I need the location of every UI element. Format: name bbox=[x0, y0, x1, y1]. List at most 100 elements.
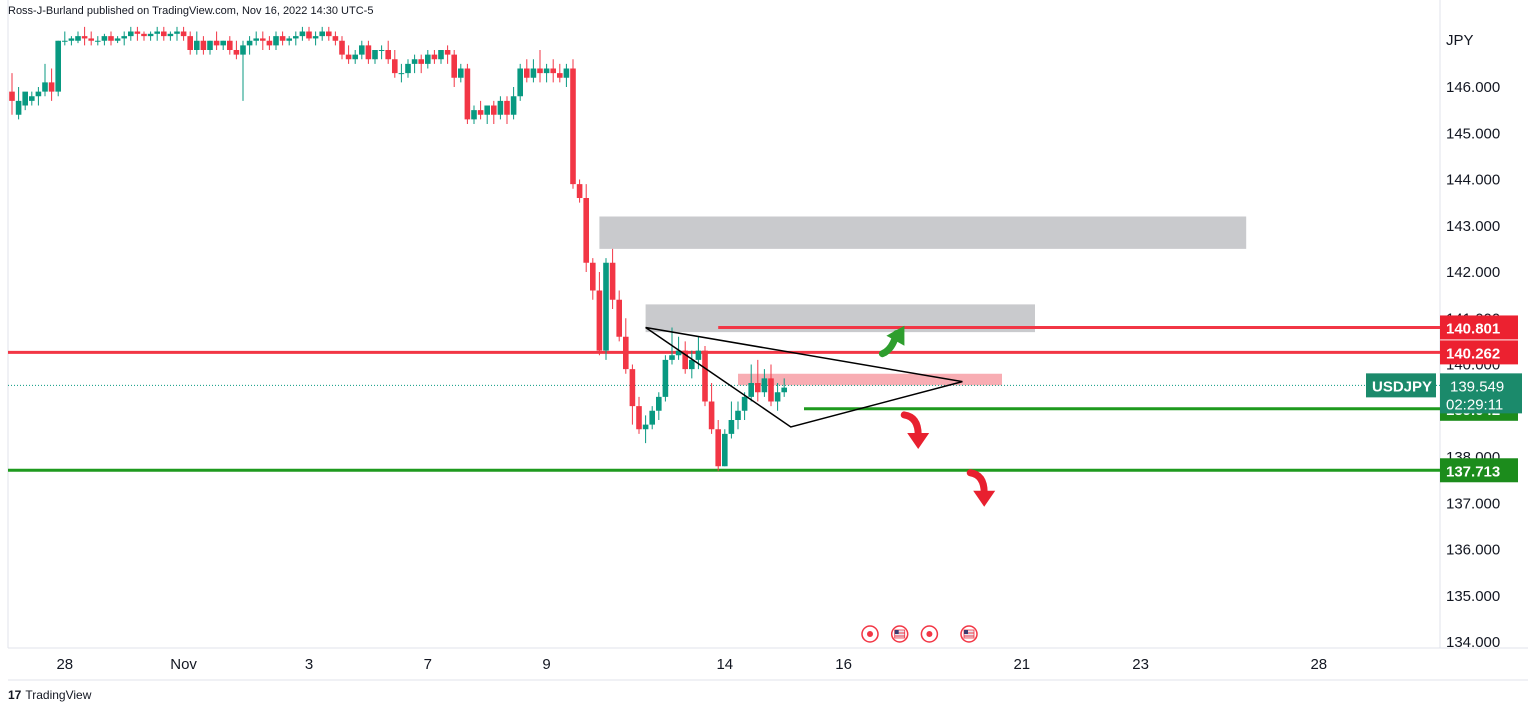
candle-body bbox=[662, 359, 669, 397]
x-tick-label: 28 bbox=[1310, 656, 1327, 673]
candle-body bbox=[299, 31, 306, 37]
candle-body bbox=[81, 36, 88, 39]
candle bbox=[530, 59, 537, 83]
candle bbox=[359, 40, 365, 60]
candle-body bbox=[286, 38, 292, 41]
candle bbox=[636, 396, 642, 434]
candle bbox=[411, 54, 418, 74]
candle-body bbox=[510, 96, 517, 115]
candle-body bbox=[576, 184, 583, 198]
y-axis[interactable]: JPY 146.000 145.000 144.000 143.000 142.000 1… bbox=[1446, 32, 1500, 651]
event-flag-us-icon[interactable] bbox=[890, 625, 909, 643]
candle bbox=[48, 68, 55, 101]
y-tick-label: 134.000 bbox=[1446, 634, 1500, 651]
candle bbox=[484, 105, 490, 124]
candle bbox=[497, 96, 504, 120]
candle bbox=[260, 31, 266, 50]
candle bbox=[563, 63, 570, 87]
candle bbox=[35, 87, 42, 106]
candle-body bbox=[385, 50, 391, 60]
candle-body bbox=[306, 31, 312, 39]
candle-body bbox=[101, 36, 108, 41]
candle-body bbox=[312, 36, 319, 39]
candle bbox=[741, 392, 748, 420]
candle bbox=[583, 184, 589, 272]
candle-body bbox=[141, 33, 147, 37]
candle-body bbox=[378, 50, 385, 51]
x-tick-label: 28 bbox=[56, 656, 73, 673]
bearish-arrow-icon bbox=[900, 411, 930, 449]
arrow-head bbox=[886, 325, 905, 346]
candle-body bbox=[689, 359, 695, 370]
candle bbox=[735, 401, 741, 430]
candle bbox=[477, 100, 484, 120]
candle-body bbox=[147, 33, 154, 37]
candle bbox=[312, 31, 319, 46]
candle bbox=[675, 336, 682, 360]
candle-body bbox=[332, 36, 339, 41]
candle-body bbox=[95, 40, 101, 42]
candle bbox=[576, 179, 583, 203]
event-circle-icon[interactable] bbox=[861, 625, 879, 643]
candle bbox=[266, 36, 273, 50]
candle-body bbox=[484, 105, 490, 115]
candle-body bbox=[114, 38, 121, 41]
candle-body bbox=[345, 54, 352, 60]
candle-body bbox=[708, 401, 715, 430]
candle-body bbox=[352, 54, 358, 60]
candle bbox=[768, 364, 774, 407]
candle-body bbox=[15, 100, 22, 115]
event-circle-icon[interactable] bbox=[920, 625, 939, 643]
candle bbox=[662, 355, 669, 402]
candle bbox=[319, 26, 325, 41]
candle-body bbox=[121, 36, 127, 39]
candle bbox=[629, 364, 636, 425]
candle-body bbox=[444, 50, 451, 55]
candle bbox=[147, 31, 154, 41]
candle bbox=[240, 40, 246, 101]
flag-canton bbox=[894, 630, 899, 634]
candle bbox=[180, 26, 187, 41]
candle bbox=[365, 40, 372, 64]
arrow-head bbox=[907, 432, 930, 449]
plot-frame bbox=[7, 0, 1528, 681]
x-axis[interactable]: 28 Nov 3 7 9 14 16 21 23 28 bbox=[56, 656, 1327, 673]
y-tick-label: 136.000 bbox=[1446, 542, 1500, 559]
candle bbox=[352, 50, 358, 64]
candle bbox=[227, 36, 233, 55]
candle bbox=[715, 420, 721, 471]
x-tick-label: 14 bbox=[716, 656, 733, 673]
candle-body bbox=[227, 40, 233, 50]
arrow-head bbox=[973, 490, 996, 507]
candle bbox=[246, 36, 253, 55]
candle bbox=[75, 31, 81, 44]
candle-body bbox=[293, 36, 299, 39]
candle bbox=[570, 59, 576, 189]
candle bbox=[543, 63, 550, 83]
candle bbox=[702, 346, 708, 407]
candle bbox=[392, 50, 398, 78]
candle bbox=[438, 50, 444, 64]
candle bbox=[471, 105, 477, 124]
candle-body bbox=[543, 68, 550, 74]
candle bbox=[29, 91, 35, 106]
candle bbox=[332, 31, 339, 46]
candle bbox=[557, 63, 563, 83]
candle-body bbox=[42, 82, 48, 92]
event-flag-us-icon[interactable] bbox=[960, 625, 978, 643]
price-lines-layer bbox=[8, 325, 1440, 472]
current-price-label: 139.549 bbox=[1450, 378, 1504, 395]
candle bbox=[722, 429, 728, 467]
candle bbox=[68, 36, 75, 46]
candle-body bbox=[88, 38, 94, 41]
candle-body bbox=[629, 369, 636, 407]
candle bbox=[510, 87, 517, 120]
candle bbox=[517, 63, 523, 101]
candle-body bbox=[398, 73, 405, 75]
candle bbox=[596, 272, 603, 356]
candle bbox=[781, 378, 787, 397]
current-price-tag bbox=[1440, 373, 1522, 414]
candle bbox=[372, 50, 378, 64]
candle-body bbox=[722, 433, 728, 467]
